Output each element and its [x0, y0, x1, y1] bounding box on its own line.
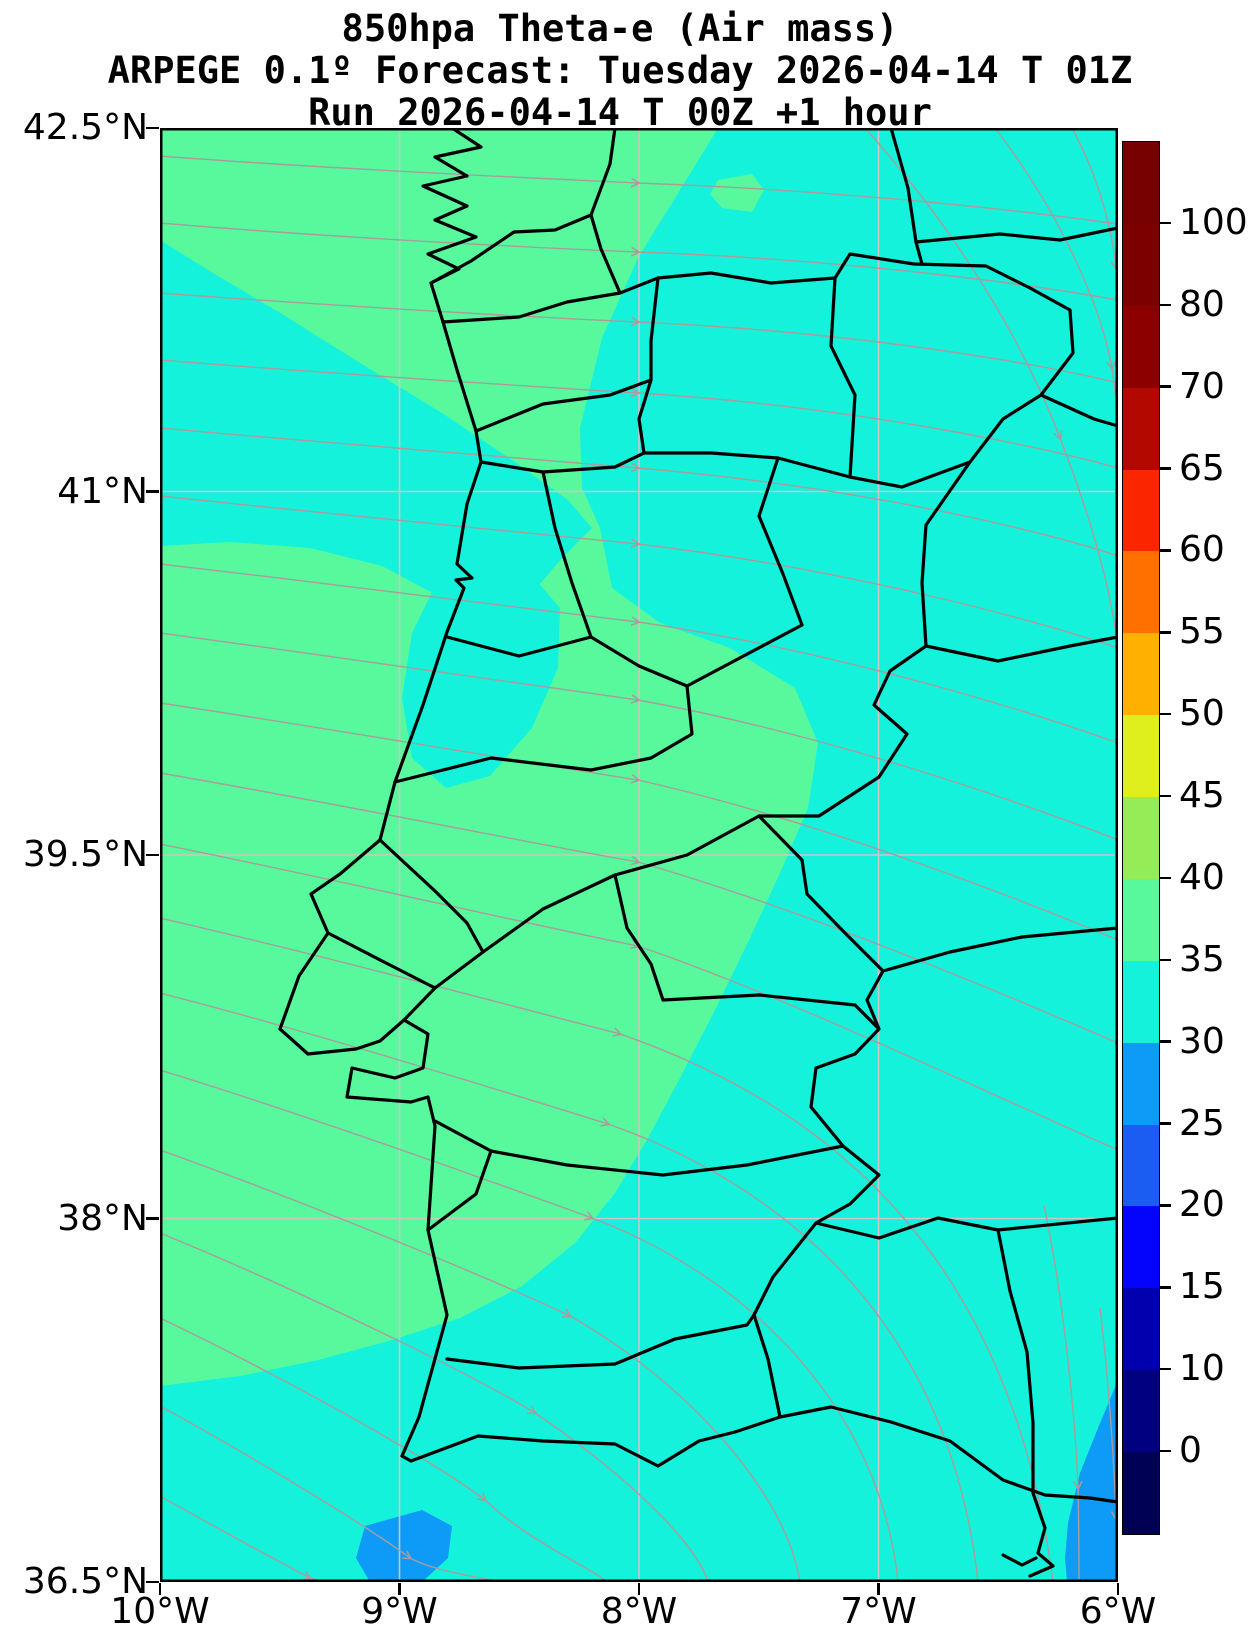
plot-frame — [160, 128, 1118, 1582]
colorbar-segment — [1123, 142, 1159, 224]
colorbar-segment — [1123, 1124, 1159, 1207]
x-tick-mark — [1116, 1583, 1120, 1595]
map-plot-area — [160, 128, 1118, 1582]
colorbar-tick-mark — [1159, 385, 1171, 388]
x-tick-mark — [637, 1583, 641, 1595]
colorbar-tick-mark — [1159, 221, 1171, 225]
colorbar-tick-label: 50 — [1179, 693, 1225, 735]
colorbar-tick-mark — [1159, 794, 1171, 798]
colorbar-tick-label: 80 — [1179, 283, 1225, 325]
y-tick-label: 39.5°N — [22, 834, 148, 875]
province-borders — [589, 128, 1118, 1495]
y-tick-mark — [146, 1217, 159, 1220]
map-canvas — [160, 128, 1118, 1582]
x-tick-mark — [877, 1583, 880, 1595]
x-tick-label: 6°W — [1079, 1591, 1157, 1632]
border-portugal-spain — [429, 213, 1075, 1419]
colorbar-segment — [1123, 1206, 1159, 1289]
colorbar-tick-label: 30 — [1179, 1020, 1225, 1062]
colorbar-tick-label: 45 — [1179, 775, 1225, 817]
y-tick-mark — [146, 126, 159, 130]
colorbar-tick-label: 35 — [1179, 938, 1225, 980]
y-tick-label: 42.5°N — [22, 107, 148, 148]
colorbar-tick-label: 65 — [1179, 447, 1225, 489]
colorbar-tick-mark — [1159, 549, 1171, 552]
colorbar-tick-mark — [1159, 303, 1171, 306]
colorbar-tick-label: 55 — [1179, 611, 1225, 653]
coastline-and-borders — [278, 128, 1118, 1578]
colorbar-segment — [1123, 387, 1159, 470]
x-tick-label: 10°W — [110, 1591, 210, 1632]
x-tick-label: 9°W — [361, 1591, 438, 1632]
x-tick-mark — [398, 1583, 401, 1595]
y-tick-label: 41°N — [57, 470, 148, 512]
colorbar-tick-mark — [1159, 1204, 1171, 1207]
colorbar-tick-mark — [1159, 958, 1171, 962]
y-tick-mark — [146, 490, 159, 493]
colorbar-segment — [1123, 715, 1159, 797]
figure-title: 850hpa Theta-e (Air mass) ARPEGE 0.1º Fo… — [0, 8, 1240, 134]
fill-class-35-40-blob — [710, 174, 764, 212]
colorbar-segment — [1123, 1452, 1159, 1534]
colorbar-tick-label: 25 — [1179, 1102, 1225, 1144]
colorbar-segment — [1123, 551, 1159, 634]
graticule — [160, 128, 1118, 1582]
x-tick-label: 7°W — [840, 1591, 917, 1632]
colorbar-tick-mark — [1159, 1040, 1171, 1043]
colorbar-segment — [1123, 797, 1159, 879]
colorbar-tick-mark — [1159, 1367, 1171, 1371]
colorbar-segment — [1123, 223, 1159, 306]
colorbar-segment — [1123, 1370, 1159, 1452]
colorbar-tick-mark — [1159, 712, 1171, 716]
colorbar-tick-mark — [1159, 1286, 1171, 1289]
coastline-cadiz — [1001, 1491, 1055, 1578]
colorbar-segment — [1123, 633, 1159, 716]
colorbar-tick-mark — [1159, 876, 1171, 880]
colorbar-tick-mark — [1159, 1122, 1171, 1125]
x-tick-label: 8°W — [600, 1591, 678, 1632]
y-tick-mark — [146, 1580, 159, 1584]
y-tick-label: 38°N — [57, 1197, 148, 1239]
colorbar-segment — [1123, 1042, 1159, 1125]
colorbar-tick-label: 15 — [1179, 1266, 1225, 1308]
colorbar-tick-label: 40 — [1179, 856, 1225, 898]
wind-streamlines — [160, 128, 1118, 1582]
y-tick-label: 36.5°N — [22, 1561, 148, 1602]
x-tick-mark — [158, 1583, 162, 1595]
title-line-2: ARPEGE 0.1º Forecast: Tuesday 2026-04-14… — [107, 49, 1133, 92]
title-line-1: 850hpa Theta-e (Air mass) — [341, 7, 899, 50]
colorbar-segment — [1123, 1288, 1159, 1371]
colorbar-tick-mark — [1159, 467, 1171, 470]
colorbar-tick-label: 70 — [1179, 365, 1225, 407]
colorbar-segment — [1123, 878, 1159, 961]
colorbar-tick-mark — [1159, 1449, 1171, 1453]
colorbar-tick-mark — [1159, 631, 1171, 634]
colorbar-segment — [1123, 305, 1159, 388]
colorbar-segment — [1123, 469, 1159, 552]
fill-class-30-35-tongue — [402, 558, 560, 788]
district-borders — [326, 276, 972, 1370]
colorbar-tick-label: 10 — [1179, 1348, 1225, 1390]
colorbar-tick-label: 0 — [1179, 1430, 1202, 1472]
colorbar — [1122, 141, 1160, 1535]
colorbar-tick-label: 60 — [1179, 529, 1225, 571]
colorbar-segment — [1123, 960, 1159, 1043]
fill-class-25-30-south — [356, 1510, 452, 1582]
y-tick-mark — [146, 853, 159, 857]
colorbar-tick-label: 100 — [1179, 201, 1248, 243]
colorbar-tick-label: 20 — [1179, 1184, 1225, 1226]
title-line-3: Run 2026-04-14 T 00Z +1 hour — [308, 91, 932, 134]
